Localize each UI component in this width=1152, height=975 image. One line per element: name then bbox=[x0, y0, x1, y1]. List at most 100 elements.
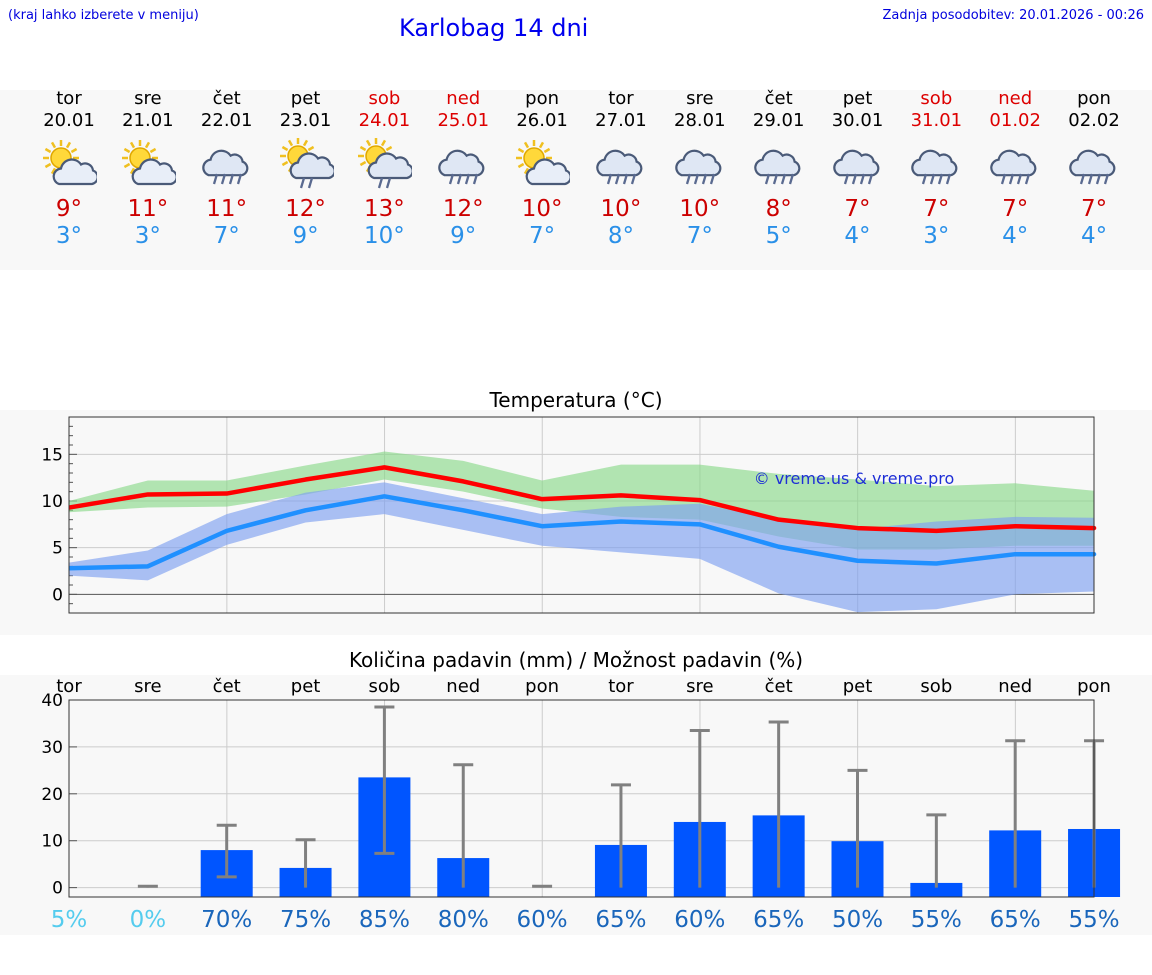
rain-cloud-icon bbox=[1069, 149, 1116, 185]
day-column: tor 20.01 9° 3° bbox=[29, 88, 109, 250]
sun-ray bbox=[70, 147, 78, 154]
day-date: 21.01 bbox=[122, 110, 174, 131]
rain-drop bbox=[1087, 173, 1094, 185]
max-temperature: 10° bbox=[600, 196, 642, 222]
sun-rain-icon bbox=[358, 138, 413, 189]
cloud-shape bbox=[368, 152, 413, 180]
day-column: ned 01.02 7° 4° bbox=[975, 88, 1055, 250]
plot-frame bbox=[68, 699, 1095, 898]
sun-ray bbox=[360, 160, 367, 167]
rain-drop bbox=[622, 173, 629, 185]
y-tick-label: 10 bbox=[41, 492, 63, 512]
sun-ray bbox=[44, 147, 52, 154]
min-temperature: 3° bbox=[134, 223, 161, 249]
rain-drop bbox=[788, 173, 794, 185]
rain-drop bbox=[228, 173, 234, 185]
sun-ray bbox=[524, 141, 530, 149]
rain-drop bbox=[685, 173, 691, 185]
day-name: pet bbox=[290, 88, 321, 109]
day-column: čet 22.01 11° 7° bbox=[187, 88, 267, 250]
day-name: ned bbox=[998, 88, 1033, 109]
rain-drop bbox=[299, 177, 305, 189]
precipitation-probability: 75% bbox=[280, 907, 331, 933]
day-date: 23.01 bbox=[279, 110, 332, 131]
day-name: pon bbox=[1077, 88, 1111, 109]
sun-ray bbox=[50, 167, 57, 175]
page-title: Karlobag 14 dni bbox=[399, 14, 589, 42]
precipitation-probability: 5% bbox=[51, 907, 88, 933]
precipitation-probability: 65% bbox=[753, 907, 804, 933]
rain-cloud-icon bbox=[675, 149, 722, 185]
min-temperature: 4° bbox=[1080, 223, 1108, 249]
rain-cloud-icon bbox=[990, 149, 1037, 185]
y-tick-label: 0 bbox=[52, 585, 63, 605]
day-column: tor 27.01 10° 8° bbox=[581, 88, 661, 250]
sun-ray bbox=[307, 145, 314, 152]
rain-drop bbox=[236, 173, 242, 185]
rain-drop bbox=[220, 173, 226, 185]
sun-ray bbox=[65, 141, 72, 149]
cloud-shape bbox=[438, 149, 485, 177]
y-tick-label: 0 bbox=[52, 879, 63, 899]
min-temperature: 7° bbox=[213, 223, 240, 249]
rain-drop bbox=[614, 173, 621, 185]
cloud-shape bbox=[753, 149, 801, 177]
day-date: 28.01 bbox=[674, 110, 726, 131]
max-temperature: 13° bbox=[364, 196, 405, 222]
rain-drop bbox=[1025, 173, 1031, 185]
cloud-shape bbox=[525, 158, 571, 186]
temperature-chart-title: Temperatura (°C) bbox=[489, 388, 663, 412]
cloud-shape bbox=[675, 149, 722, 177]
sun-cloud-icon bbox=[516, 140, 571, 186]
rain-cloud-icon bbox=[596, 149, 643, 185]
cloud-shape bbox=[52, 158, 97, 186]
max-temperature: 8° bbox=[765, 196, 792, 222]
day-name: čet bbox=[764, 88, 793, 109]
y-tick-label: 20 bbox=[41, 785, 63, 805]
x-category-label: ned bbox=[998, 676, 1032, 697]
min-temperature: 7° bbox=[529, 223, 556, 249]
rain-cloud-icon bbox=[753, 149, 801, 185]
day-date: 20.01 bbox=[43, 110, 95, 131]
rain-cloud-icon bbox=[832, 149, 879, 185]
last-update: Zadnja posodobitev: 20.01.2026 - 00:26 bbox=[882, 8, 1144, 23]
precipitation-probability: 50% bbox=[832, 907, 883, 933]
sun-ray bbox=[543, 147, 551, 154]
rain-drop bbox=[859, 173, 865, 185]
day-column: čet 29.01 8° 5° bbox=[739, 88, 819, 250]
sun-ray bbox=[281, 145, 288, 152]
rain-drop bbox=[473, 173, 479, 185]
rain-cloud-icon bbox=[201, 149, 249, 185]
day-name: ned bbox=[446, 88, 481, 109]
day-date: 31.01 bbox=[910, 110, 963, 131]
rain-cloud-icon bbox=[911, 149, 958, 185]
min-temperature: 4° bbox=[1002, 223, 1029, 249]
day-name: sob bbox=[920, 88, 953, 109]
day-date: 29.01 bbox=[752, 110, 805, 131]
precipitation-probability: 80% bbox=[438, 907, 489, 933]
day-column: pet 23.01 12° 9° bbox=[266, 88, 346, 250]
day-date: 30.01 bbox=[831, 110, 884, 131]
sun-ray bbox=[366, 139, 372, 147]
min-range-band bbox=[69, 482, 1095, 613]
precipitation-probability: 70% bbox=[201, 907, 252, 933]
max-temperature: 7° bbox=[1080, 196, 1108, 222]
watermark-text: © vreme.us & vreme.pro bbox=[754, 469, 955, 488]
sun-ray bbox=[360, 145, 367, 152]
sun-cloud-icon bbox=[43, 140, 97, 186]
sun-ray bbox=[524, 167, 530, 175]
sun-rain-icon bbox=[279, 138, 334, 189]
y-tick-label: 10 bbox=[41, 832, 63, 852]
max-temperature: 7° bbox=[1002, 196, 1029, 222]
day-date: 22.01 bbox=[200, 110, 253, 131]
rain-drop bbox=[1017, 173, 1023, 185]
min-temperature-line bbox=[68, 494, 1097, 571]
cloud-shape bbox=[832, 149, 879, 177]
sun-ray bbox=[50, 141, 57, 149]
rain-drop bbox=[930, 173, 936, 185]
x-category-label: pon bbox=[525, 676, 559, 697]
rain-drop bbox=[851, 173, 857, 185]
precipitation-probability: 55% bbox=[1068, 907, 1119, 933]
precipitation-chart-title: Količina padavin (mm) / Možnost padavin … bbox=[348, 648, 804, 672]
